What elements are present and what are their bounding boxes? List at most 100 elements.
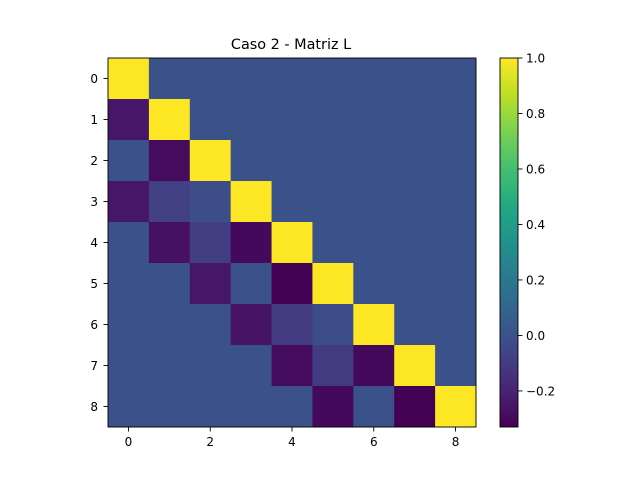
heatmap-cell-r3-c8 xyxy=(435,181,477,223)
heatmap-cell-r1-c3 xyxy=(230,99,272,141)
heatmap-cell-r4-c8 xyxy=(435,222,477,264)
colorbar-axis: 1.0 0.8 0.6 0.4 0.2 0.0 −0.2 xyxy=(518,52,555,398)
heatmap-cell-r0-c6 xyxy=(353,58,395,100)
heatmap-cell-r8-c6 xyxy=(353,386,395,428)
heatmap-cell-r5-c0 xyxy=(108,263,150,305)
y-tick-label: 0 xyxy=(90,72,98,86)
y-tick-label: 6 xyxy=(90,318,98,332)
colorbar-tick-label: 0.4 xyxy=(526,218,545,232)
heatmap-cell-r6-c6 xyxy=(353,304,395,346)
heatmap-cell-r5-c4 xyxy=(271,263,313,305)
heatmap-cell-r7-c7 xyxy=(394,345,436,387)
x-axis: 0 2 4 6 8 xyxy=(125,427,460,449)
heatmap-cell-r4-c1 xyxy=(148,222,191,264)
heatmap-cell-r6-c4 xyxy=(271,304,313,346)
x-tick-label: 0 xyxy=(125,435,133,449)
heatmap-cell-r3-c1 xyxy=(148,181,191,223)
heatmap-cell-r2-c6 xyxy=(353,140,395,182)
heatmap-cell-r6-c2 xyxy=(189,304,232,346)
heatmap-cell-r8-c0 xyxy=(108,386,150,428)
x-tick-label: 8 xyxy=(452,435,460,449)
heatmap-cell-r6-c1 xyxy=(148,304,191,346)
x-tick-label: 6 xyxy=(370,435,378,449)
heatmap-cell-r0-c5 xyxy=(312,58,354,100)
heatmap-cell-r6-c7 xyxy=(394,304,436,346)
heatmap-cell-r3-c3 xyxy=(230,181,272,223)
heatmap-cell-r7-c3 xyxy=(230,345,272,387)
y-tick-label: 7 xyxy=(90,359,98,373)
x-tick-label: 2 xyxy=(206,435,214,449)
heatmap-cell-r1-c0 xyxy=(108,99,150,141)
colorbar xyxy=(500,58,518,427)
y-tick-label: 4 xyxy=(90,236,98,250)
chart-title: Caso 2 - Matriz L xyxy=(231,37,351,53)
heatmap-cell-r8-c5 xyxy=(312,386,354,428)
colorbar-frame xyxy=(499,57,519,428)
heatmap-cell-r3-c2 xyxy=(189,181,232,223)
colorbar-tick-label: 0.6 xyxy=(526,162,545,176)
y-axis: 0 1 2 3 4 5 6 7 8 xyxy=(90,72,108,414)
heatmap-cell-r0-c2 xyxy=(189,58,232,100)
heatmap-cell-r5-c1 xyxy=(148,263,191,305)
y-tick-label: 2 xyxy=(90,154,98,168)
heatmap-cell-r0-c4 xyxy=(271,58,313,100)
heatmap-cells xyxy=(108,58,477,428)
heatmap-cell-r7-c0 xyxy=(108,345,150,387)
heatmap-cell-r5-c8 xyxy=(435,263,477,305)
heatmap-cell-r7-c1 xyxy=(148,345,191,387)
heatmap-cell-r6-c5 xyxy=(312,304,354,346)
heatmap-cell-r6-c8 xyxy=(435,304,477,346)
heatmap-cell-r4-c5 xyxy=(312,222,354,264)
y-tick-label: 5 xyxy=(90,277,98,291)
heatmap-cell-r3-c7 xyxy=(394,181,436,223)
heatmap-cell-r3-c6 xyxy=(353,181,395,223)
heatmap-cell-r5-c5 xyxy=(312,263,354,305)
heatmap-cell-r8-c3 xyxy=(230,386,272,428)
heatmap-cell-r4-c4 xyxy=(271,222,313,264)
heatmap-cell-r1-c7 xyxy=(394,99,436,141)
heatmap-cell-r1-c2 xyxy=(189,99,232,141)
colorbar-tick-label: 0.0 xyxy=(526,329,545,343)
heatmap-cell-r2-c5 xyxy=(312,140,354,182)
heatmap-cell-r4-c7 xyxy=(394,222,436,264)
heatmap-cell-r7-c5 xyxy=(312,345,354,387)
colorbar-tick-label: 1.0 xyxy=(526,52,545,66)
heatmap-cell-r2-c4 xyxy=(271,140,313,182)
heatmap-cell-r7-c6 xyxy=(353,345,395,387)
colorbar-tick-label: 0.8 xyxy=(526,107,545,121)
heatmap-cell-r2-c1 xyxy=(148,140,191,182)
heatmap-cell-r1-c6 xyxy=(353,99,395,141)
heatmap-cell-r1-c4 xyxy=(271,99,313,141)
colorbar-tick-label: 0.2 xyxy=(526,273,545,287)
heatmap-cell-r2-c2 xyxy=(189,140,232,182)
heatmap-cell-r8-c4 xyxy=(271,386,313,428)
heatmap-cell-r3-c5 xyxy=(312,181,354,223)
heatmap-cell-r1-c1 xyxy=(148,99,191,141)
heatmap-cell-r5-c3 xyxy=(230,263,272,305)
heatmap-cell-r6-c3 xyxy=(230,304,272,346)
heatmap-cell-r8-c1 xyxy=(148,386,191,428)
heatmap-cell-r7-c8 xyxy=(435,345,477,387)
heatmap-cell-r4-c3 xyxy=(230,222,272,264)
heatmap-cell-r8-c8 xyxy=(435,386,477,428)
y-tick-label: 1 xyxy=(90,113,98,127)
heatmap-cell-r4-c0 xyxy=(108,222,150,264)
heatmap-cell-r2-c0 xyxy=(108,140,150,182)
heatmap-cell-r3-c4 xyxy=(271,181,313,223)
y-tick-label: 3 xyxy=(90,195,98,209)
heatmap-cell-r5-c6 xyxy=(353,263,395,305)
heatmap-cell-r7-c2 xyxy=(189,345,232,387)
heatmap-cell-r0-c7 xyxy=(394,58,436,100)
colorbar-tick-label: −0.2 xyxy=(526,384,555,398)
heatmap-cell-r7-c4 xyxy=(271,345,313,387)
heatmap-cell-r1-c5 xyxy=(312,99,354,141)
heatmap-cell-r4-c2 xyxy=(189,222,232,264)
heatmap-cell-r0-c1 xyxy=(148,58,191,100)
heatmap-cell-r6-c0 xyxy=(108,304,150,346)
heatmap-cell-r4-c6 xyxy=(353,222,395,264)
heatmap-cell-r8-c2 xyxy=(189,386,232,428)
heatmap-cell-r5-c7 xyxy=(394,263,436,305)
heatmap-cell-r8-c7 xyxy=(394,386,436,428)
heatmap-cell-r2-c3 xyxy=(230,140,272,182)
